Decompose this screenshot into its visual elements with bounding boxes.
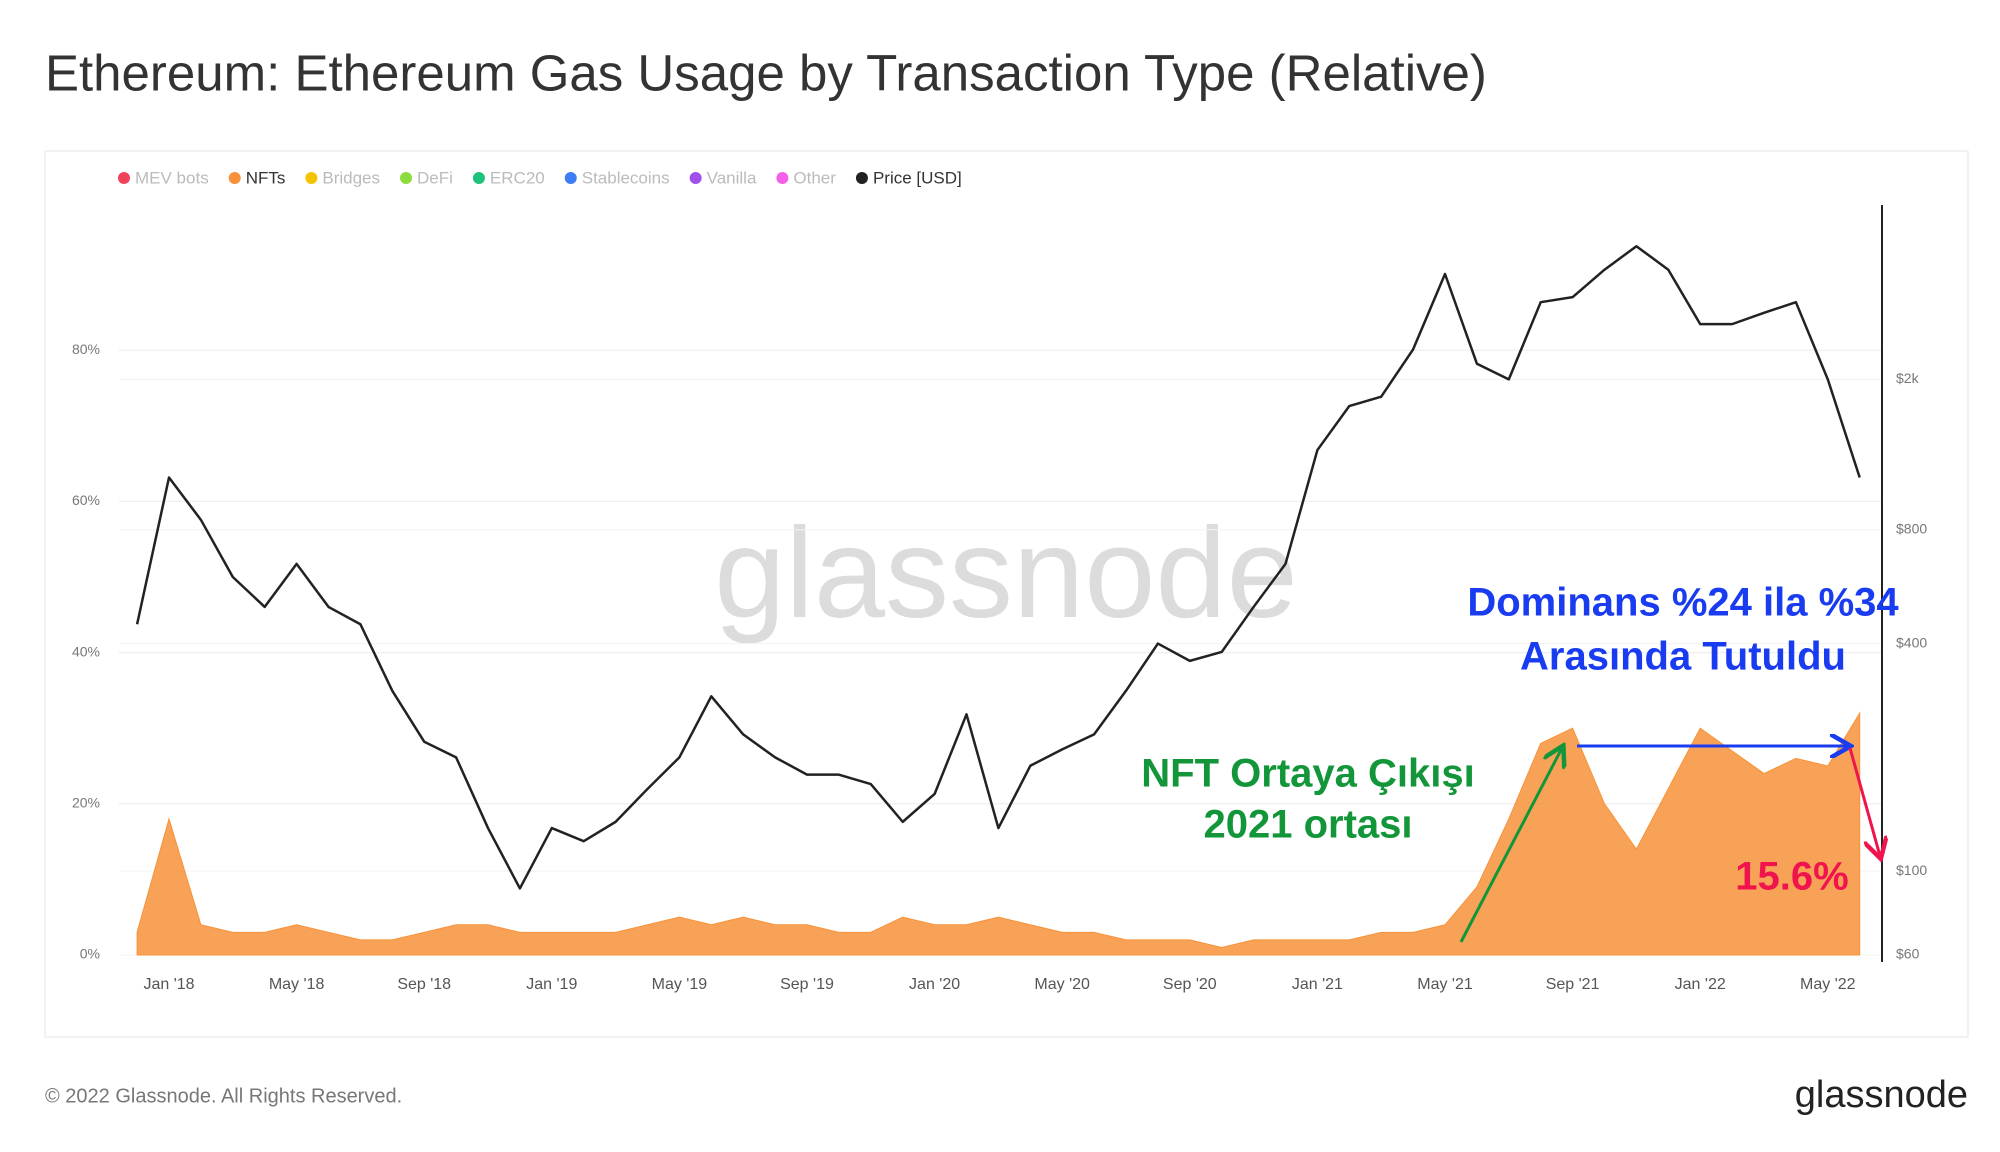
x-tick-label: May '19 xyxy=(652,976,708,993)
x-tick-label: May '22 xyxy=(1800,976,1856,993)
overlay: NFT Ortaya Çıkışı 2021 ortası Dominans %24… xyxy=(1141,581,1899,943)
legend-label[interactable]: Stablecoins xyxy=(582,168,670,187)
annotation: 15.6% xyxy=(1735,855,1848,899)
legend-marker xyxy=(118,172,130,184)
legend-marker xyxy=(776,172,789,184)
x-tick-label: Jan '18 xyxy=(143,976,194,993)
legend-label[interactable]: Bridges xyxy=(322,168,380,187)
x-tick-label: Sep '21 xyxy=(1546,976,1600,993)
legend-label[interactable]: Other xyxy=(793,168,836,187)
legend-label[interactable]: NFTs xyxy=(246,168,286,187)
y2-tick-label: $400 xyxy=(1896,634,1927,650)
x-tick-label: Jan '21 xyxy=(1292,976,1343,993)
price-line xyxy=(135,244,1861,890)
annotation: 2021 ortası xyxy=(1203,803,1412,847)
y2-tick-label: $100 xyxy=(1896,862,1927,878)
legend-marker xyxy=(472,172,485,184)
watermark: glassnode xyxy=(714,502,1298,645)
legend-label[interactable]: DeFi xyxy=(417,168,453,187)
legend-marker xyxy=(564,172,577,184)
x-tick-label: Jan '19 xyxy=(526,976,577,993)
y2-tick-label: $2k xyxy=(1896,370,1920,386)
legend-label[interactable]: MEV bots xyxy=(135,168,209,187)
legend-marker xyxy=(400,172,413,184)
arrow xyxy=(1848,747,1880,856)
legend-marker xyxy=(228,172,241,184)
y-tick-label: 60% xyxy=(72,492,100,508)
arrow xyxy=(1459,748,1562,943)
y-tick-label: 80% xyxy=(72,341,100,357)
annotation: NFT Ortaya Çıkışı xyxy=(1141,752,1474,796)
x-tick-label: Jan '20 xyxy=(909,976,960,993)
y2-tick-label: $800 xyxy=(1896,520,1927,536)
x-tick-label: Sep '19 xyxy=(780,976,834,993)
legend-label[interactable]: Price [USD] xyxy=(873,168,962,187)
x-tick-label: May '18 xyxy=(269,976,325,993)
x-tick-label: Sep '20 xyxy=(1163,976,1217,993)
x-tick-label: May '21 xyxy=(1417,976,1473,993)
x-tick-label: May '20 xyxy=(1034,976,1090,993)
footer: © 2022 Glassnode. All Rights Reserved. xyxy=(45,1085,402,1107)
y-tick-label: 40% xyxy=(72,643,100,659)
annotation: Arasında Tutuldu xyxy=(1520,635,1846,679)
annotation: Dominans %24 ila %34 xyxy=(1467,581,1899,625)
plot: 0% 20% 40% 60% 80% $60 $100 $400 $800 $2k Jan '18 M… xyxy=(72,168,1927,993)
legend-marker xyxy=(689,172,702,184)
chart-title: Ethereum: Ethereum Gas Usage by Transact… xyxy=(45,44,1487,101)
y-tick-label: 0% xyxy=(80,946,100,962)
y-tick-label: 20% xyxy=(72,795,100,811)
legend-label[interactable]: Vanilla xyxy=(707,168,757,187)
nft-area xyxy=(136,711,1861,956)
legend-label[interactable]: ERC20 xyxy=(490,168,545,187)
chart-frame xyxy=(44,150,1969,1038)
y2-tick-label: $60 xyxy=(1896,946,1920,962)
legend-marker xyxy=(305,172,318,184)
x-tick-label: Jan '22 xyxy=(1675,976,1726,993)
logo: glassnode xyxy=(1795,1074,1968,1116)
legend-marker xyxy=(855,172,868,184)
x-tick-label: Sep '18 xyxy=(397,976,451,993)
